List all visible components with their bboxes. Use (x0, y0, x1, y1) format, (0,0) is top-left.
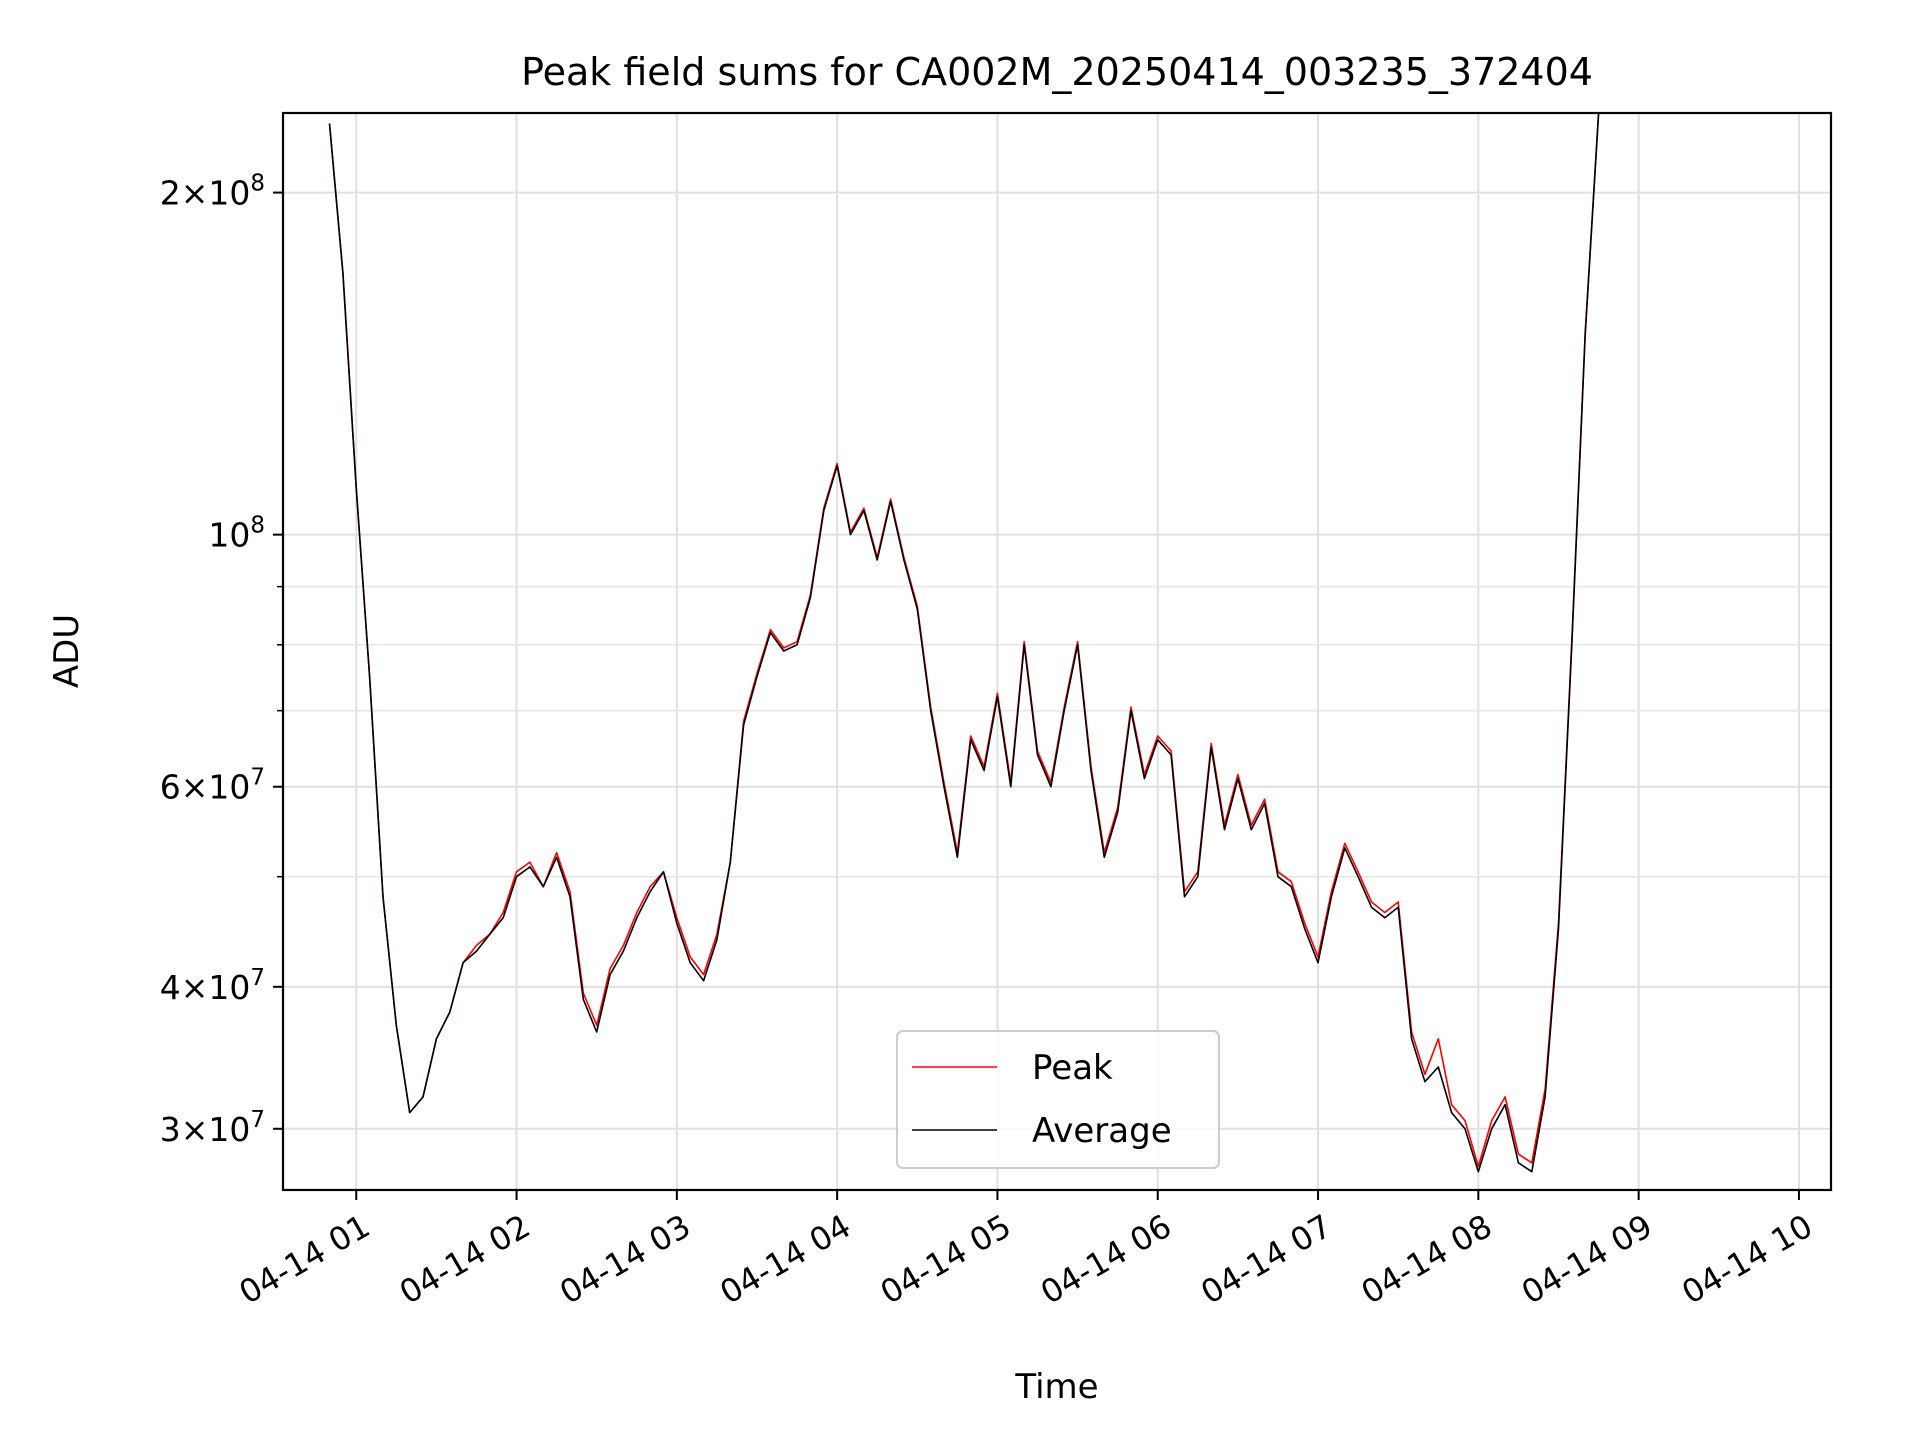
legend-label-average: Average (1032, 1111, 1172, 1151)
legend-box (896, 1030, 1220, 1169)
plot-frame (281, 111, 1833, 1192)
series-group (328, 113, 1600, 1173)
y-tick-label: 6×107 (160, 765, 265, 807)
series-lines (328, 113, 1600, 1173)
y-tick-label: 3×107 (160, 1107, 265, 1149)
y-tick-label: 108 (208, 513, 265, 555)
chart-title: Peak field sums for CA002M_20250414_0032… (521, 50, 1593, 94)
y-tick-label: 2×108 (160, 171, 265, 213)
legend-label-peak: Peak (1032, 1048, 1113, 1088)
y-axis-label: ADU (47, 614, 87, 688)
y-axis: 108 2×108 3×107 4×107 6×107 (160, 171, 283, 1149)
series-average-line (328, 113, 1600, 1173)
y-tick-label: 4×107 (160, 965, 265, 1007)
x-axis-label: Time (1014, 1367, 1098, 1407)
legend: Peak Average (896, 1030, 1220, 1169)
grid (283, 113, 1831, 1190)
